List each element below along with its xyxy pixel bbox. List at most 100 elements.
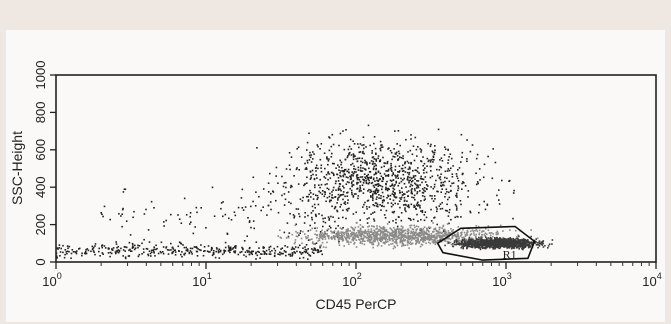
event-dot <box>294 241 296 243</box>
event-dot <box>457 169 459 171</box>
event-dot <box>510 241 512 243</box>
event-dot <box>472 230 475 233</box>
event-dot <box>378 228 380 231</box>
event-dot <box>373 165 376 168</box>
event-dot <box>457 185 459 187</box>
event-dot <box>350 174 353 176</box>
event-dot <box>497 238 499 240</box>
event-dot <box>369 234 371 237</box>
event-dot <box>479 247 482 249</box>
event-dot <box>337 230 340 233</box>
event-dot <box>183 197 186 200</box>
event-dot <box>359 185 361 187</box>
event-dot <box>345 229 348 231</box>
event-dot <box>480 236 482 238</box>
event-dot <box>481 238 484 241</box>
event-dot <box>469 150 472 153</box>
event-dot <box>372 190 375 193</box>
event-dot <box>330 230 332 232</box>
event-dot <box>303 250 306 253</box>
event-dot <box>363 243 366 246</box>
event-dot <box>153 246 155 248</box>
event-dot <box>313 153 315 155</box>
event-dot <box>409 176 411 179</box>
event-dot <box>455 237 458 239</box>
event-dot <box>355 232 358 234</box>
event-dot <box>288 201 290 203</box>
event-dot <box>479 248 482 251</box>
event-dot <box>413 206 415 208</box>
event-dot <box>320 234 323 236</box>
event-dot <box>366 208 368 210</box>
event-dot <box>452 235 454 237</box>
event-dot <box>360 160 362 163</box>
event-dot <box>375 238 378 241</box>
event-dot <box>359 239 361 241</box>
event-dot <box>394 174 396 177</box>
event-dot <box>529 246 531 248</box>
event-dot <box>68 250 70 253</box>
event-dot <box>377 170 380 173</box>
event-dot <box>122 255 124 257</box>
event-dot <box>379 234 381 236</box>
event-dot <box>375 153 377 155</box>
event-dot <box>371 181 374 184</box>
event-dot <box>491 177 494 180</box>
event-dot <box>395 234 398 237</box>
event-dot <box>103 205 106 208</box>
event-dot <box>502 236 504 239</box>
event-dot <box>347 233 350 236</box>
gate-r1-polygon[interactable] <box>436 225 536 261</box>
event-dot <box>417 205 419 207</box>
event-dot <box>540 242 542 245</box>
event-dot <box>443 230 445 232</box>
event-dot <box>94 243 97 245</box>
event-dot <box>452 182 455 184</box>
event-dot <box>102 215 104 218</box>
event-dot <box>340 238 342 240</box>
event-dot <box>461 231 463 234</box>
event-dot <box>122 191 125 193</box>
event-dot <box>407 205 410 207</box>
event-dot <box>332 216 334 218</box>
event-dot <box>57 248 59 250</box>
event-dot <box>478 211 480 214</box>
event-dot <box>322 217 324 220</box>
event-dot <box>484 208 487 211</box>
event-dot <box>541 244 544 246</box>
event-dot <box>420 160 423 163</box>
event-dot <box>390 166 393 169</box>
event-dot <box>423 233 425 235</box>
event-dot <box>464 233 467 236</box>
event-dot <box>364 176 366 178</box>
event-dot <box>340 231 342 233</box>
event-dot <box>425 216 428 219</box>
event-dot <box>518 235 520 238</box>
event-dot <box>354 234 357 236</box>
event-dot <box>466 158 468 160</box>
event-dot <box>383 165 385 168</box>
event-dot <box>407 168 410 170</box>
event-dot <box>366 236 369 239</box>
event-dot <box>322 246 325 248</box>
event-dot <box>340 189 342 192</box>
event-dot <box>339 183 342 185</box>
event-dot <box>420 210 422 212</box>
event-dot <box>407 235 409 237</box>
event-dot <box>345 230 347 233</box>
event-dot <box>412 228 415 231</box>
event-dot <box>332 172 334 175</box>
event-dot <box>418 232 420 234</box>
event-dot <box>440 166 442 169</box>
event-dot <box>346 228 349 231</box>
event-dot <box>377 157 379 160</box>
event-dot <box>474 246 477 248</box>
event-dot <box>359 143 362 145</box>
event-dot <box>456 233 458 235</box>
event-dot <box>468 245 471 248</box>
event-dot <box>330 145 333 148</box>
event-dot <box>321 229 323 232</box>
event-dot <box>384 162 387 165</box>
event-dot <box>529 242 531 245</box>
event-dot <box>461 239 464 242</box>
